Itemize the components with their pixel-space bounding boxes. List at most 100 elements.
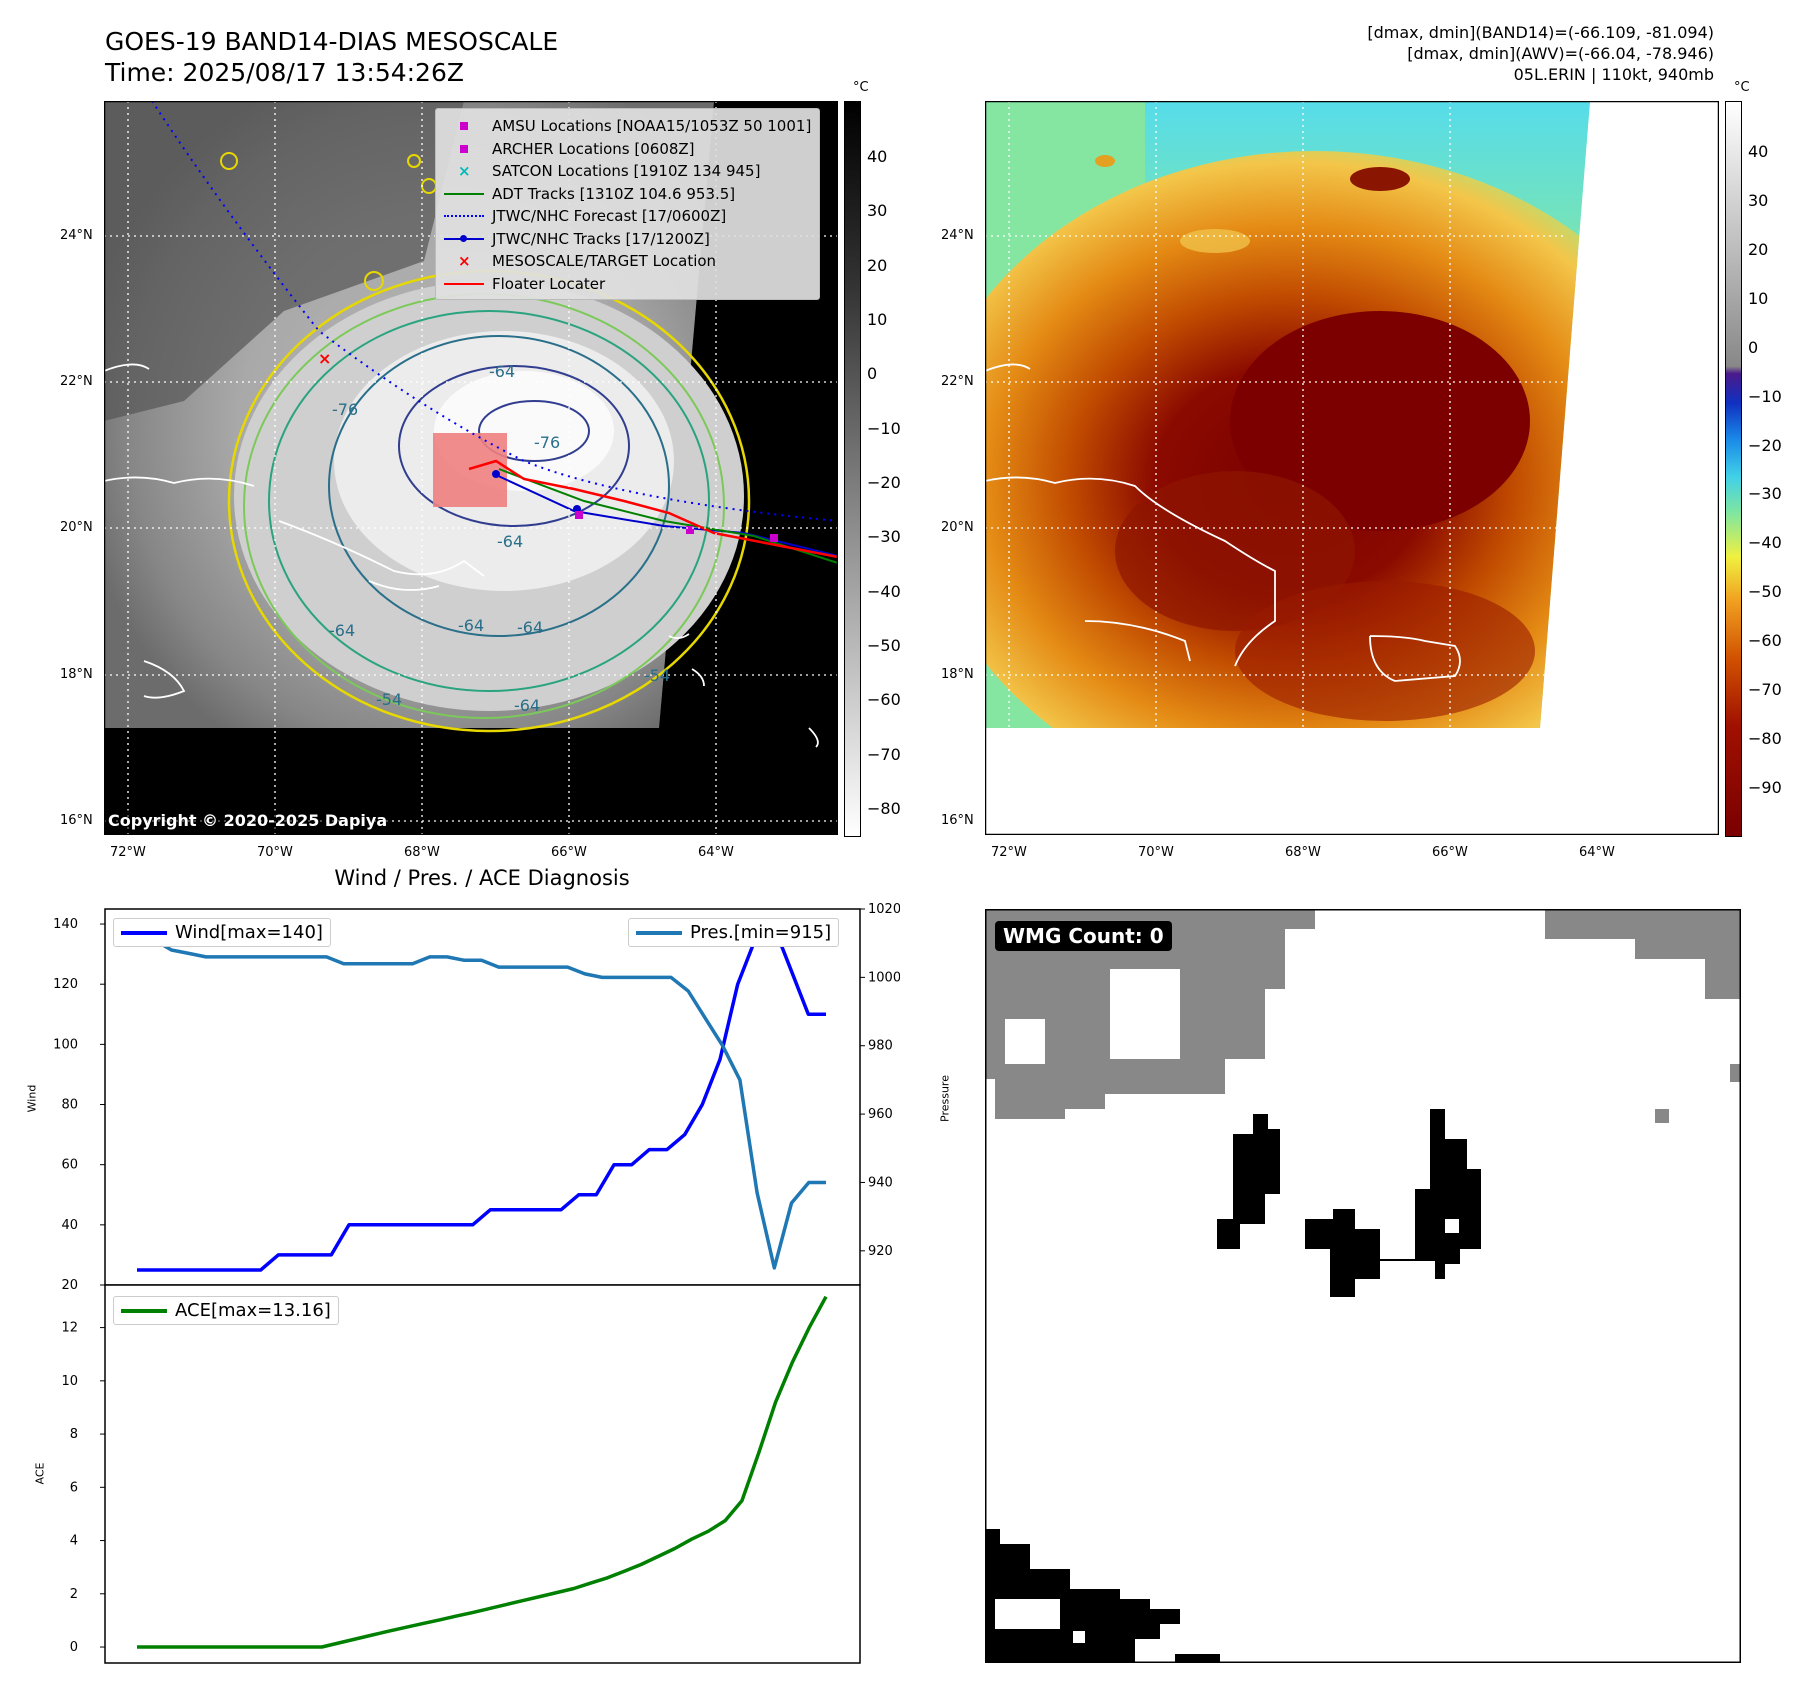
y-tick-label: 12	[61, 1321, 78, 1336]
ace-legend-swatch	[121, 1308, 167, 1313]
pres-legend-label: Pres.[min=915]	[690, 922, 832, 943]
colorbar1	[844, 101, 861, 837]
colorbar-tick: 0	[1748, 337, 1759, 357]
title-line-1: GOES-19 BAND14-DIAS MESOSCALE	[105, 27, 559, 56]
lat-label: 16°N	[60, 813, 93, 828]
archer-marker	[686, 526, 694, 534]
floater-locater-track	[468, 459, 838, 559]
colorbar2	[1725, 101, 1742, 837]
series-line-pres	[137, 938, 826, 1270]
legend-symbol	[444, 183, 484, 205]
lon-label: 72°W	[991, 845, 1027, 860]
legend-label: Floater Locater	[492, 274, 606, 293]
contour-teal	[268, 310, 710, 692]
ace-axes	[104, 1284, 861, 1664]
wind-pres-axes	[104, 908, 861, 1286]
coastlines-2	[985, 363, 1571, 682]
lat-label: 24°N	[60, 228, 93, 243]
legend-label: ADT Tracks [1310Z 104.6 953.5]	[492, 184, 736, 203]
legend-symbol: ×	[458, 252, 471, 271]
lat-label: 22°N	[941, 374, 974, 389]
colorbar-tick: −30	[867, 527, 901, 547]
lat-label: 18°N	[60, 667, 93, 682]
diagnosis-chart: 1401201008060402010201000980960940920121…	[53, 902, 900, 1664]
contour-label: -64	[458, 616, 484, 635]
lon-label: 68°W	[1285, 845, 1321, 860]
legend-item: × MESOSCALE/TARGET Location	[444, 250, 811, 273]
y-tick-label: 20	[61, 1278, 78, 1293]
contour-label: -64	[514, 696, 540, 715]
figure-title: GOES-19 BAND14-DIAS MESOSCALE Time: 2025…	[105, 26, 558, 88]
wmg-panel	[985, 909, 1741, 1663]
series-line-wind	[137, 922, 826, 1272]
copyright-label: Copyright © 2020-2025 Dapiya	[104, 810, 392, 831]
lon-label: 68°W	[404, 845, 440, 860]
series-line-ace	[137, 1295, 828, 1649]
legend-symbol: ×	[458, 162, 471, 181]
map2-gridlines	[985, 101, 1565, 728]
legend-symbol	[444, 205, 484, 227]
colorbar-tick: −70	[1748, 680, 1782, 700]
title-line-2: Time: 2025/08/17 13:54:26Z	[105, 58, 464, 87]
y-tick-label: 4	[70, 1534, 78, 1549]
lon-label: 64°W	[698, 845, 734, 860]
pres-legend: Pres.[min=915]	[628, 918, 840, 947]
info-line-1: [dmax, dmin](BAND14)=(-66.109, -81.094)	[1367, 23, 1714, 42]
info-line-2: [dmax, dmin](AWV)=(-66.04, -78.946)	[1407, 44, 1714, 63]
lon-label: 64°W	[1579, 845, 1615, 860]
legend-label: MESOSCALE/TARGET Location	[492, 252, 717, 270]
y-tick-label: 920	[868, 1244, 893, 1259]
colorbar-tick: 0	[867, 364, 878, 384]
colorbar-tick: −10	[1748, 386, 1782, 406]
y-tick-label: 100	[53, 1037, 78, 1052]
legend-item: Floater Locater	[444, 273, 811, 296]
map-legend: AMSU Locations [NOAA15/1053Z 50 1001] ARC…	[435, 108, 821, 300]
legend-symbol	[444, 115, 484, 137]
info-line-3: 05L.ERIN | 110kt, 940mb	[1513, 65, 1714, 84]
lat-label: 20°N	[60, 520, 93, 535]
colorbar-tick: −70	[867, 744, 901, 764]
colorbar-tick: −60	[1748, 631, 1782, 651]
diagnosis-title: Wind / Pres. / ACE Diagnosis	[334, 866, 630, 890]
colorbar-tick: 10	[867, 310, 888, 329]
y-tick-label: 120	[53, 977, 78, 992]
contour-indigo	[398, 365, 630, 527]
wind-legend-label: Wind[max=140]	[175, 922, 323, 943]
lat-label: 16°N	[941, 813, 974, 828]
colorbar-tick: 40	[1748, 142, 1769, 161]
y-tick-label: 0	[70, 1640, 78, 1655]
y-tick-label: 980	[868, 1039, 893, 1054]
colorbar2-unit: °C	[1734, 80, 1750, 95]
lon-label: 66°W	[551, 845, 587, 860]
amsu-marker	[575, 511, 583, 519]
legend-item: AMSU Locations [NOAA15/1053Z 50 1001]	[444, 115, 811, 138]
colorbar-tick: −60	[867, 690, 901, 710]
contour-label: -76	[332, 400, 358, 419]
y-tick-label: 1020	[868, 902, 900, 917]
wind-legend: Wind[max=140]	[113, 918, 331, 947]
y-tick-label: 1000	[868, 970, 900, 985]
colorbar-tick: 20	[1748, 239, 1769, 259]
lat-label: 22°N	[60, 374, 93, 389]
y-tick-label: 2	[70, 1587, 78, 1602]
wind-axis-label: Wind	[25, 1084, 39, 1113]
coastlines	[104, 363, 819, 748]
colorbar-tick: −80	[867, 799, 901, 818]
lon-label: 72°W	[110, 845, 146, 860]
awv-enhanced-map	[985, 101, 1719, 835]
contour-label: -64	[517, 618, 543, 637]
ace-legend-label: ACE[max=13.16]	[175, 1300, 331, 1321]
legend-label: SATCON Locations [1910Z 134 945]	[492, 162, 761, 180]
wmg-count-badge: WMG Count: 0	[995, 921, 1172, 951]
legend-label: ARCHER Locations [0608Z]	[492, 139, 695, 158]
legend-item: × SATCON Locations [1910Z 134 945]	[444, 160, 811, 183]
pres-legend-swatch	[636, 930, 682, 935]
contour-label: -64	[497, 532, 523, 551]
ace-axis-label: ACE	[33, 1462, 47, 1485]
contour-label: -76	[534, 433, 560, 452]
y-tick-label: 8	[70, 1427, 78, 1442]
colorbar-tick: −50	[867, 636, 901, 655]
colorbar-tick: 30	[1748, 190, 1769, 210]
colorbar-tick: −40	[1748, 533, 1782, 553]
y-tick-label: 960	[868, 1107, 893, 1122]
